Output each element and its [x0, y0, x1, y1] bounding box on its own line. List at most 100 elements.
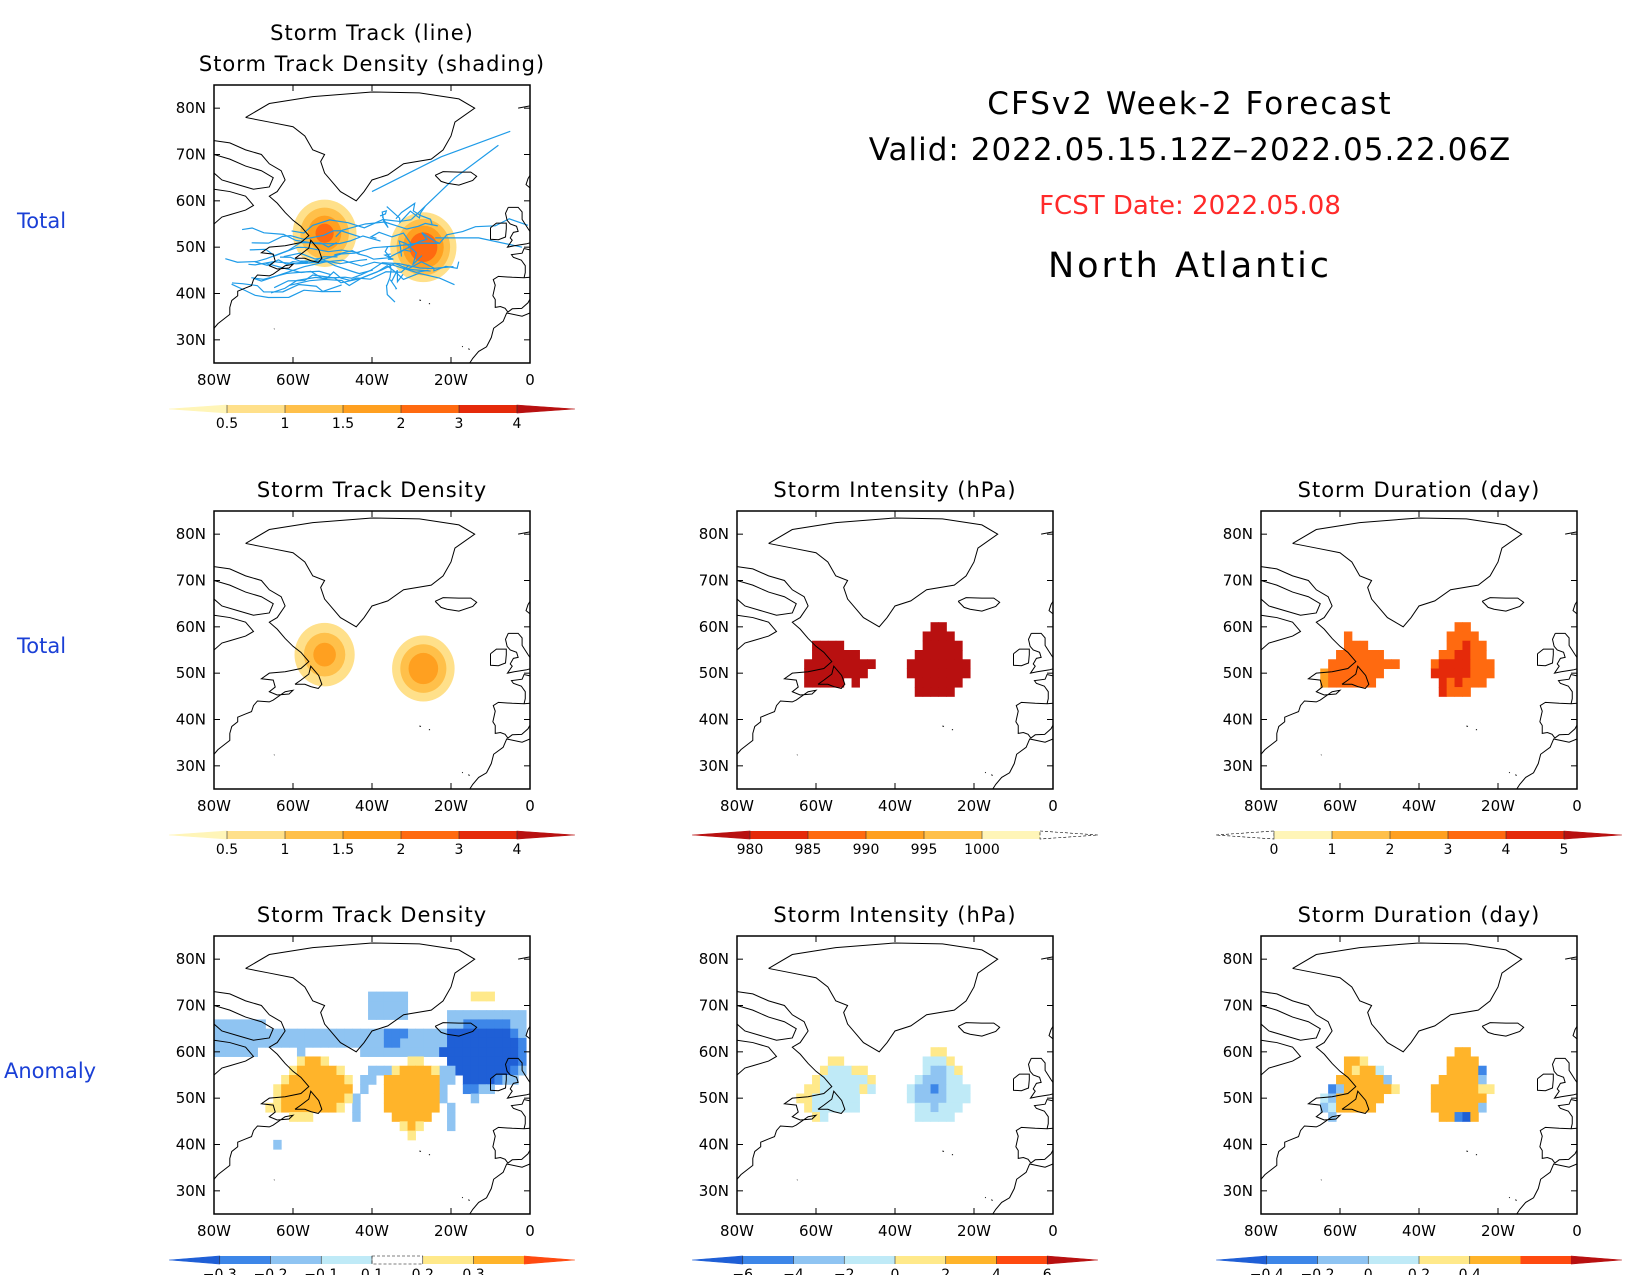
coastline — [518, 531, 530, 535]
grid-cell — [1462, 687, 1471, 697]
grid-cell — [217, 1037, 227, 1048]
grid-cell — [1454, 650, 1463, 660]
grid-cell — [399, 1093, 409, 1104]
colorbar-swatch — [473, 1256, 525, 1264]
grid-cell — [954, 650, 963, 660]
colorbar-swatch — [982, 831, 1040, 839]
grid-cell — [851, 1093, 860, 1104]
grid-cell — [1454, 1093, 1463, 1104]
storm-track-line — [395, 202, 433, 226]
grid-cell — [368, 1010, 377, 1020]
grid-cell — [265, 1028, 274, 1039]
grid-cell — [1336, 1102, 1345, 1113]
grid-cell — [415, 1102, 424, 1113]
coastline — [469, 1163, 530, 1214]
grid-cell — [304, 1075, 314, 1085]
grid-cell — [906, 668, 916, 679]
grid-cell — [304, 1065, 314, 1076]
colorbar-swatch — [1390, 831, 1448, 839]
y-tick-label: 30N — [176, 757, 206, 775]
storm-track-line — [270, 264, 410, 294]
grid-cell — [819, 677, 829, 688]
grid-cell — [241, 1047, 251, 1057]
grid-cell — [819, 650, 829, 660]
grid-cell — [851, 1065, 860, 1076]
grid-cell — [1478, 640, 1487, 651]
grid-cell — [415, 1121, 424, 1132]
grid-cell — [859, 1075, 868, 1085]
grid-cell — [494, 1075, 503, 1085]
grid-cell — [233, 1028, 243, 1039]
y-tick-label: 70N — [176, 997, 206, 1015]
coastline — [214, 154, 274, 190]
grid-cell — [273, 1139, 282, 1150]
coastline — [1027, 632, 1053, 674]
grid-cell — [462, 1037, 472, 1048]
coastline — [1261, 991, 1357, 1180]
y-tick-label: 40N — [176, 711, 206, 729]
grid-cell — [827, 1102, 837, 1113]
map-area — [737, 511, 1053, 789]
grid-cell — [843, 1075, 853, 1085]
grid-cell — [819, 640, 829, 651]
map-background — [1261, 936, 1577, 1214]
grid-cell — [344, 1075, 353, 1085]
grid-cell — [320, 1065, 330, 1076]
coastline — [737, 1039, 778, 1076]
grid-cell — [1438, 659, 1448, 670]
p-intensity-anom: 80W 60W 40W 20W 0 80N 70N 60N 50N 40N 30N Storm Int… — [691, 903, 1099, 1275]
grid-cell — [336, 1028, 345, 1039]
y-tick-label: 70N — [1223, 572, 1253, 590]
grid-cell — [1351, 677, 1361, 688]
y-tick-label: 30N — [699, 1182, 729, 1200]
grid-cell — [938, 1075, 947, 1085]
grid-cell — [383, 1075, 393, 1085]
grid-cell — [1470, 1065, 1479, 1076]
y-tick-label: 50N — [1223, 664, 1253, 682]
grid-cell — [946, 1056, 955, 1067]
grid-cell — [843, 1093, 853, 1104]
grid-cell — [391, 1112, 401, 1122]
grid-cell — [867, 1075, 876, 1085]
grid-cell — [851, 677, 860, 688]
colorbar-label: 1 — [1328, 842, 1337, 858]
grid-cell — [273, 1093, 282, 1104]
grid-cell — [954, 640, 963, 651]
grid-cell — [257, 1037, 266, 1048]
grid-cell — [819, 1093, 829, 1104]
colorbar-label: 1 — [281, 842, 290, 858]
colorbar-swatch — [227, 831, 285, 839]
colorbar-label: 995 — [911, 842, 938, 858]
colorbar-label: −2 — [834, 1267, 855, 1275]
x-tick-label: 40W — [355, 1222, 389, 1240]
coastline — [525, 601, 530, 615]
grid-cell — [375, 1065, 385, 1076]
grid-cell — [1446, 1065, 1456, 1076]
x-tick-label: 60W — [276, 1222, 310, 1240]
colorbar-swatch — [945, 1256, 997, 1264]
coastline — [1033, 1098, 1053, 1129]
grid-cell — [439, 1084, 448, 1095]
colorbar-label: 1.5 — [332, 416, 354, 432]
coastline — [214, 566, 310, 755]
coastline — [737, 566, 833, 755]
grid-cell — [281, 1084, 290, 1095]
grid-cell — [946, 668, 955, 679]
colorbar: 0 1 2 3 4 5 — [1215, 830, 1623, 858]
grid-cell — [1446, 1112, 1456, 1122]
x-tick-label: 80W — [720, 797, 754, 815]
x-tick-label: 60W — [1323, 797, 1357, 815]
grid-cell — [1462, 1093, 1471, 1104]
y-tick-label: 30N — [1223, 1182, 1253, 1200]
grid-cell — [867, 659, 876, 670]
grid-cell — [812, 1112, 821, 1122]
grid-cell — [407, 1112, 416, 1122]
coastline — [1565, 956, 1577, 960]
grid-cell — [518, 1037, 527, 1048]
coastline — [214, 1039, 255, 1076]
coastline — [214, 991, 310, 1180]
colorbar-swatch — [168, 404, 228, 414]
grid-cell — [225, 1019, 235, 1030]
grid-cell — [922, 1065, 932, 1076]
grid-cell — [812, 650, 821, 660]
